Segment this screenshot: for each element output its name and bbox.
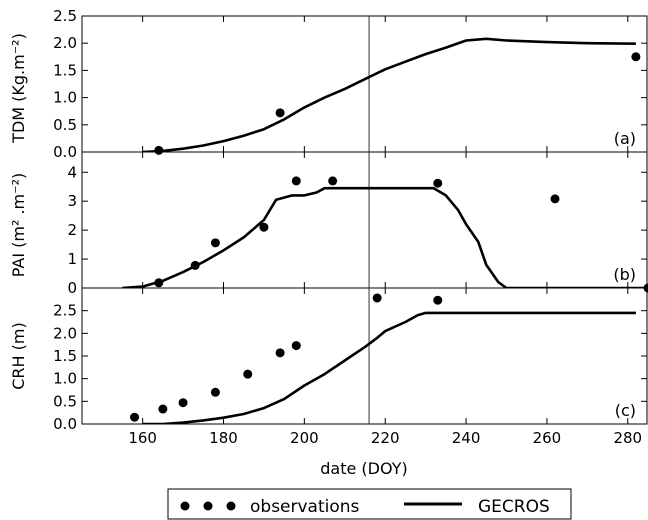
panel-1: 0.0 0.5 1.0 1.5 2.0 2.5 (a) TDM (Kg.m⁻²) <box>9 7 648 161</box>
observation-point <box>291 176 301 186</box>
plot-frame <box>81 15 648 153</box>
observation-point <box>154 278 164 288</box>
y-axis-label: CRH (m) <box>9 322 28 389</box>
observation-point <box>178 398 188 408</box>
plot-frame <box>81 151 648 289</box>
observation-point <box>210 387 220 397</box>
observation-point <box>433 295 443 305</box>
observation-point <box>631 52 641 62</box>
y-tick-label: 2.5 <box>53 302 77 320</box>
y-tick-label: 0.5 <box>53 116 77 134</box>
x-axis-label: date (DOY) <box>320 459 407 478</box>
x-tick-label: 160 <box>128 429 157 447</box>
observation-point <box>275 348 285 358</box>
panel-label: (c) <box>615 401 636 420</box>
observation-point <box>158 404 168 414</box>
x-tick-label: 260 <box>533 429 562 447</box>
x-tick-label: 280 <box>613 429 642 447</box>
observation-point <box>372 293 382 303</box>
observation-point <box>275 108 285 118</box>
observation-point <box>154 145 164 155</box>
y-tick-label: 0.5 <box>53 392 77 410</box>
y-tick-label: 1.0 <box>53 370 77 388</box>
observation-point <box>550 194 560 204</box>
x-tick-label: 180 <box>209 429 238 447</box>
legend-observation-marker <box>226 501 236 511</box>
panel-label: (b) <box>613 265 636 284</box>
y-tick-label: 1.5 <box>53 61 77 79</box>
y-axis-label: TDM (Kg.m⁻²) <box>9 33 28 144</box>
legend-observations-label: observations <box>250 497 360 517</box>
x-tick-label: 240 <box>452 429 481 447</box>
panels: 0.0 0.5 1.0 1.5 2.0 2.5 (a) TDM (Kg.m⁻²) 0 1 2 3 4 (b… <box>9 7 648 447</box>
observation-point <box>328 176 338 186</box>
y-tick-label: 2.5 <box>53 7 77 25</box>
x-tick-label: 200 <box>290 429 319 447</box>
y-tick-label: 0.0 <box>53 415 77 433</box>
panel-2: 0 1 2 3 4 (b) PAI (m² .m⁻²) <box>9 151 648 297</box>
y-tick-label: 2 <box>67 221 77 239</box>
y-tick-label: 0 <box>67 279 77 297</box>
legend-observation-marker <box>203 501 213 511</box>
observation-point <box>433 178 443 188</box>
y-tick-label: 2.0 <box>53 34 77 52</box>
panel-3: 0.0 0.5 1.0 1.5 2.0 2.5 160 180 200 220 240 260 280 (… <box>9 287 648 447</box>
legend: observations GECROS <box>167 488 572 520</box>
observation-point <box>130 412 140 422</box>
gecros-line <box>142 37 636 152</box>
panel-label: (a) <box>614 129 636 148</box>
gecros-line <box>142 311 636 424</box>
y-tick-label: 1.0 <box>53 89 77 107</box>
y-tick-label: 2.0 <box>53 324 77 342</box>
y-tick-label: 3 <box>67 192 77 210</box>
x-tick-label: 220 <box>371 429 400 447</box>
legend-frame <box>167 488 572 520</box>
y-tick-label: 1.5 <box>53 347 77 365</box>
y-tick-label: 0.0 <box>53 143 77 161</box>
observation-point <box>291 341 301 351</box>
observation-point <box>210 238 220 248</box>
y-axis-label: PAI (m² .m⁻²) <box>9 173 28 277</box>
gecros-line <box>122 186 648 288</box>
plot-frame <box>81 287 648 425</box>
y-tick-label: 4 <box>67 163 77 181</box>
observation-point <box>259 222 269 232</box>
legend-model-label: GECROS <box>478 497 550 517</box>
observation-point <box>190 260 200 270</box>
legend-observation-marker <box>180 501 190 511</box>
observation-point <box>243 369 253 379</box>
y-tick-label: 1 <box>67 250 77 268</box>
